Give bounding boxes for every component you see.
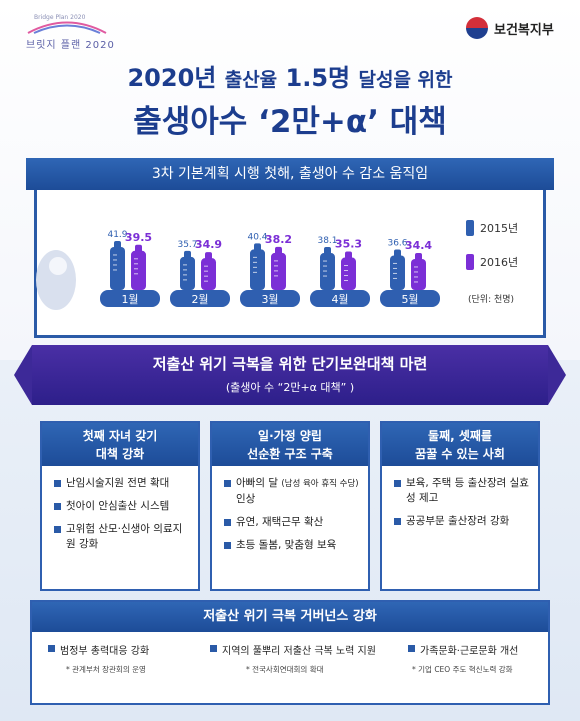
- governance-title: 저출산 위기 극복 거버넌스 강화: [32, 602, 548, 632]
- data-label: 39.5: [125, 231, 152, 244]
- data-label: 40.4: [247, 232, 267, 242]
- ministry-name: 보건복지부: [494, 22, 554, 38]
- legend-swatch: [466, 220, 474, 236]
- bar: [110, 246, 125, 290]
- bar: [180, 256, 195, 290]
- column-title-1: 일·가정 양립: [258, 429, 322, 443]
- x-tick-label: 1월: [121, 293, 138, 306]
- column-title-2: 꿈꿀 수 있는 사회: [415, 447, 505, 461]
- month-label-pill: [310, 290, 370, 307]
- second-third-child-column: 둘째, 셋째를 꿈꿀 수 있는 사회 보육, 주택 등 출산장려 실효성 제고 …: [380, 421, 540, 591]
- title-part-a: 출산율: [224, 69, 278, 91]
- month-label-pill: [380, 290, 440, 307]
- title-line-2: 출생아수 ‘2만+α’ 대책: [133, 104, 447, 140]
- title-part-b: 달성을 위한: [358, 69, 453, 91]
- column-title-2: 선순환 구조 구축: [247, 447, 333, 461]
- data-label: 35.3: [335, 238, 362, 251]
- list-item: 난임시술지원 전면 확대: [54, 476, 190, 491]
- governance-item: 가족문화·근로문화 개선: [408, 642, 518, 657]
- column-header: 둘째, 셋째를 꿈꿀 수 있는 사회: [382, 423, 538, 466]
- chart-banner: 3차 기본계획 시행 첫해, 출생아 수 감소 움직임: [26, 158, 554, 190]
- x-tick-label: 3월: [261, 293, 278, 306]
- measures-banner: 저출산 위기 극복을 위한 단기보완대책 마련 (출생아 수 “2만+α 대책”…: [32, 345, 548, 405]
- list-item: 첫아이 안심출산 시스템: [54, 499, 190, 514]
- measures-banner-subtitle: (출생아 수 “2만+α 대책” ): [225, 381, 355, 394]
- bar: [201, 258, 216, 290]
- x-tick-label: 5월: [401, 293, 418, 306]
- bottle-cap: [114, 240, 121, 249]
- logo-text: 브릿지 플랜 2020: [26, 40, 115, 51]
- bar: [390, 255, 405, 290]
- month-label-pill: [170, 290, 230, 307]
- list-item: 유연, 재택근무 확산: [224, 515, 360, 530]
- list-item: 고위험 산모·신생아 의료지원 강화: [54, 522, 190, 552]
- bar: [320, 253, 335, 290]
- rainbow-arc-icon: [27, 21, 107, 34]
- legend-label: 2016년: [480, 256, 518, 269]
- baby-icon: [36, 250, 76, 310]
- bar: [271, 252, 286, 290]
- title-year: 2020년: [127, 64, 217, 92]
- governance-panel: 저출산 위기 극복 거버넌스 강화 범정부 총력대응 강화 * 관계부처 장관회…: [30, 600, 550, 705]
- column-title-1: 첫째 자녀 갖기: [82, 429, 158, 443]
- bridge-plan-logo: Bridge Plan 2020 브릿지 플랜 2020: [22, 14, 114, 51]
- measures-banner-title: 저출산 위기 극복을 위한 단기보완대책 마련: [152, 355, 428, 373]
- governance-note: * 기업 CEO 주도 혁신노력 강화: [412, 665, 513, 674]
- item-tail: 인상: [236, 493, 256, 505]
- item-note: (남성 육아 휴직 수당): [281, 479, 359, 489]
- births-bar-chart: 1월 41.939.5 2월 35.734.9 3월 40.438.2 4월 38.135.3…: [36, 220, 518, 310]
- title-rate: 1.5명: [285, 64, 351, 92]
- bar: [131, 250, 146, 290]
- data-label: 38.1: [317, 236, 337, 246]
- bar: [250, 249, 265, 290]
- x-tick-label: 2월: [191, 293, 208, 306]
- legend-swatch: [466, 254, 474, 270]
- column-title-2: 대책 강화: [95, 447, 145, 461]
- title-line-1: 2020년 출산율 1.5명 달성을 위한: [0, 58, 580, 93]
- work-life-column: 일·가정 양립 선순환 구조 구축 아빠의 달 (남성 육아 휴직 수당) 인상…: [210, 421, 370, 591]
- unit-label: (단위: 천명): [468, 294, 514, 305]
- legend-label: 2015년: [480, 222, 518, 235]
- list-item: 초등 돌봄, 맞춤형 보육: [224, 538, 360, 553]
- list-item: 보육, 주택 등 출산장려 실효성 제고: [394, 476, 530, 506]
- list-item: 아빠의 달 (남성 육아 휴직 수당) 인상: [224, 476, 360, 507]
- data-label: 34.4: [405, 239, 432, 252]
- data-label: 36.6: [387, 238, 407, 248]
- governance-item: 범정부 총력대응 강화: [48, 642, 149, 657]
- logo-subtitle: Bridge Plan 2020: [34, 14, 86, 21]
- governance-item: 지역의 풀뿌리 저출산 극복 노력 지원: [210, 642, 376, 657]
- first-child-column: 첫째 자녀 갖기 대책 강화 난임시술지원 전면 확대 첫아이 안심출산 시스템…: [40, 421, 200, 591]
- month-label-pill: [100, 290, 160, 307]
- x-tick-label: 4월: [331, 293, 348, 306]
- bar: [411, 258, 426, 290]
- column-title-1: 둘째, 셋째를: [428, 429, 492, 443]
- taegeuk-icon: [466, 17, 488, 39]
- governance-note: * 전국사회연대회의 확대: [246, 665, 324, 674]
- data-label: 38.2: [265, 233, 292, 246]
- bottle-cap: [415, 252, 422, 261]
- item-main: 아빠의 달: [236, 477, 278, 489]
- data-label: 35.7: [177, 240, 197, 250]
- banner-right-notch: [548, 345, 566, 405]
- column-header: 첫째 자녀 갖기 대책 강화: [42, 423, 198, 466]
- data-label: 41.9: [107, 230, 127, 240]
- banner-left-notch: [14, 345, 32, 405]
- governance-note: * 관계부처 장관회의 운영: [66, 665, 146, 674]
- month-label-pill: [240, 290, 300, 307]
- ministry-logo: 보건복지부: [466, 15, 566, 41]
- list-item: 공공부문 출산장려 강화: [394, 514, 530, 529]
- column-header: 일·가정 양립 선순환 구조 구축: [212, 423, 368, 466]
- bar: [341, 257, 356, 290]
- data-label: 34.9: [195, 238, 222, 251]
